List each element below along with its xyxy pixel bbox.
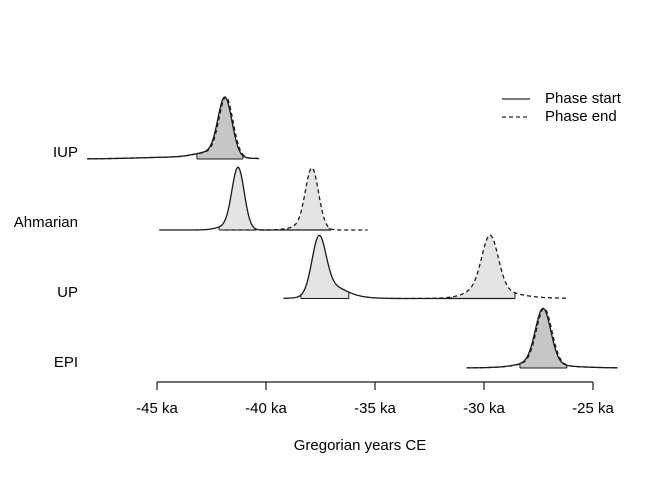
x-tick-label-45ka: -45 ka <box>136 400 178 417</box>
density-curve-up-end <box>390 234 568 300</box>
category-label-epi: EPI <box>53 354 78 371</box>
density-curve-ahmarian-start <box>159 166 332 231</box>
x-tick-label-25ka: -25 ka <box>572 400 614 417</box>
x-tick-label-40ka: -40 ka <box>245 400 287 417</box>
density-curve-iup-end <box>87 96 260 160</box>
category-label-iup: IUP <box>52 144 78 161</box>
legend-label-phase-start: Phase start <box>545 90 621 107</box>
hdi-fill-up-end <box>451 235 515 299</box>
hdi-fill-iup-start <box>196 96 243 159</box>
hdi-fill-ahmarian-end <box>287 167 330 230</box>
x-axis-title: Gregorian years CE <box>293 437 427 454</box>
x-tick-label-35ka: -35 ka <box>354 400 396 417</box>
x-tick-label-30ka: -30 ka <box>463 400 505 417</box>
category-label-ahmarian: Ahmarian <box>13 214 78 231</box>
hdi-fill-ahmarian-start <box>219 167 257 230</box>
hdi-fill-epi-start <box>520 308 567 368</box>
legend-label-phase-end: Phase end <box>545 108 617 125</box>
hdi-fill-up-start <box>300 235 349 299</box>
density-curve-ahmarian-end <box>224 167 368 231</box>
density-curve-epi-end <box>466 307 618 369</box>
category-label-up: UP <box>57 284 78 301</box>
